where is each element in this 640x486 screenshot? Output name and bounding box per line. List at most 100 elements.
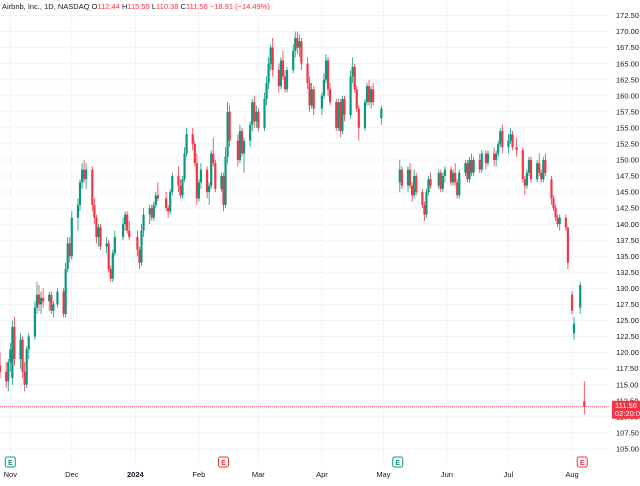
candle[interactable]	[441, 172, 444, 193]
candle[interactable]	[456, 179, 459, 199]
candle[interactable]	[312, 86, 315, 116]
candle[interactable]	[228, 105, 231, 148]
candle[interactable]	[515, 137, 518, 157]
candle[interactable]	[343, 95, 346, 122]
candle[interactable]	[236, 134, 239, 167]
candle[interactable]	[437, 169, 440, 189]
candle[interactable]	[298, 34, 301, 58]
candle[interactable]	[406, 166, 410, 193]
candle[interactable]	[552, 195, 555, 212]
candle[interactable]	[564, 214, 567, 231]
candle[interactable]	[136, 230, 139, 257]
candle[interactable]	[300, 37, 303, 71]
candle[interactable]	[0, 352, 2, 379]
candle[interactable]	[109, 265, 112, 282]
candle[interactable]	[226, 102, 229, 164]
candle[interactable]	[484, 150, 487, 170]
candle[interactable]	[329, 82, 332, 106]
candle[interactable]	[398, 159, 401, 193]
candle[interactable]	[269, 44, 272, 71]
candle[interactable]	[93, 198, 96, 225]
candle[interactable]	[199, 163, 203, 189]
candle[interactable]	[427, 176, 430, 196]
candle[interactable]	[326, 57, 330, 96]
candle[interactable]	[357, 105, 360, 141]
candle[interactable]	[99, 224, 102, 250]
candle[interactable]	[238, 124, 241, 164]
candle[interactable]	[523, 176, 526, 196]
candle[interactable]	[324, 54, 328, 83]
candle[interactable]	[367, 79, 371, 106]
candle[interactable]	[339, 98, 342, 138]
candle[interactable]	[154, 192, 157, 209]
candle[interactable]	[179, 179, 182, 199]
symbol-title[interactable]: Airbnb, Inc., 1D, NASDAQ	[2, 2, 90, 11]
candle[interactable]	[322, 73, 326, 99]
candle[interactable]	[529, 156, 533, 183]
candle[interactable]	[19, 333, 22, 369]
candle[interactable]	[64, 262, 67, 318]
candle[interactable]	[148, 204, 151, 225]
candle[interactable]	[556, 214, 559, 228]
candle[interactable]	[185, 127, 188, 157]
candle[interactable]	[35, 281, 39, 315]
earnings-event-marker[interactable]: E	[218, 456, 229, 468]
candle[interactable]	[27, 333, 30, 359]
candle[interactable]	[363, 98, 367, 132]
candle[interactable]	[177, 166, 180, 193]
candle[interactable]	[48, 291, 51, 311]
candle[interactable]	[423, 201, 426, 221]
candle[interactable]	[579, 281, 582, 315]
candle[interactable]	[255, 105, 258, 128]
candle[interactable]	[452, 169, 455, 186]
candle[interactable]	[68, 236, 71, 263]
candle[interactable]	[542, 156, 545, 183]
candle[interactable]	[257, 108, 260, 132]
candle[interactable]	[222, 172, 225, 212]
candle[interactable]	[251, 98, 254, 132]
candle[interactable]	[212, 137, 215, 167]
candle[interactable]	[497, 140, 500, 157]
candle[interactable]	[341, 95, 344, 135]
candle[interactable]	[458, 169, 461, 199]
candle[interactable]	[544, 153, 547, 176]
candle[interactable]	[279, 57, 282, 90]
candle[interactable]	[23, 362, 26, 392]
candle[interactable]	[310, 82, 313, 109]
candle[interactable]	[220, 172, 223, 193]
candle[interactable]	[495, 150, 498, 167]
candle[interactable]	[277, 63, 280, 93]
candle[interactable]	[197, 179, 200, 202]
candle[interactable]	[56, 288, 59, 308]
candle[interactable]	[507, 134, 510, 154]
candle[interactable]	[558, 214, 561, 231]
candle[interactable]	[206, 166, 209, 199]
candle[interactable]	[271, 37, 274, 77]
candle[interactable]	[76, 198, 80, 231]
candle[interactable]	[267, 57, 270, 90]
candle[interactable]	[536, 159, 539, 183]
candle[interactable]	[39, 291, 43, 315]
candle[interactable]	[470, 153, 473, 176]
candle[interactable]	[521, 147, 524, 183]
candle[interactable]	[499, 127, 502, 148]
candle[interactable]	[210, 150, 213, 189]
candle[interactable]	[472, 156, 475, 176]
candle[interactable]	[183, 147, 186, 183]
candle[interactable]	[466, 159, 469, 183]
candle[interactable]	[429, 172, 432, 189]
candle[interactable]	[191, 127, 194, 151]
candle[interactable]	[78, 179, 82, 212]
candle[interactable]	[21, 336, 24, 379]
candle[interactable]	[70, 211, 73, 260]
candle[interactable]	[263, 92, 266, 132]
time-axis[interactable]: Nov Dec 2024 Feb Mar Apr May Jun Jul Aug	[4, 470, 579, 479]
candle[interactable]	[113, 230, 116, 257]
candle[interactable]	[365, 82, 369, 106]
candle[interactable]	[167, 204, 170, 218]
candle[interactable]	[7, 358, 10, 392]
candle[interactable]	[224, 147, 227, 209]
candle[interactable]	[214, 159, 217, 193]
candle[interactable]	[501, 124, 504, 154]
